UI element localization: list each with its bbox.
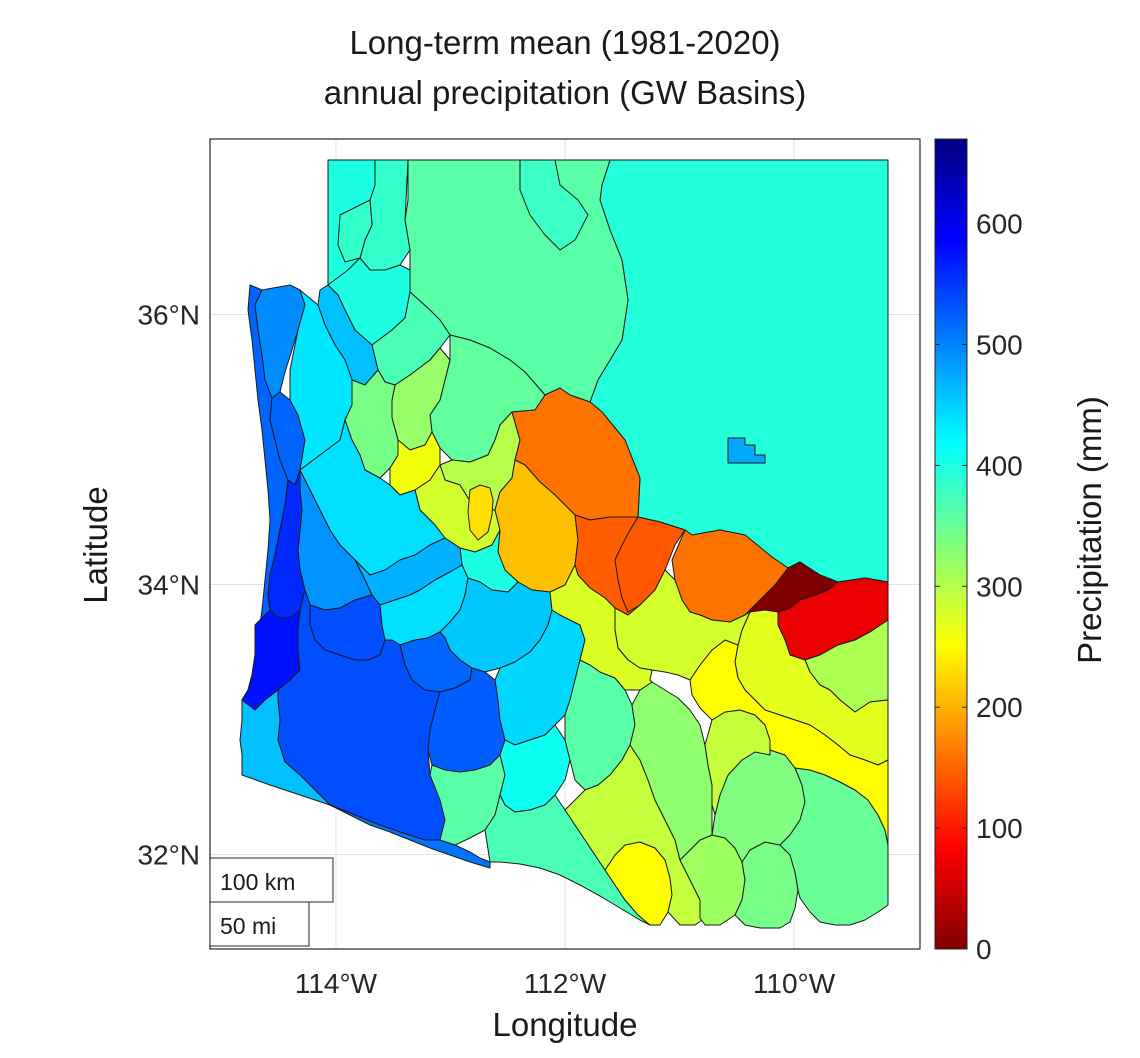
basin-safford	[629, 681, 713, 861]
x-tick-label: 110°W	[753, 968, 836, 999]
colorbar: 0 100 200 300 400 500 600	[934, 138, 1023, 965]
basin-paria	[519, 159, 589, 251]
basin-san-simon-wash	[239, 689, 331, 806]
basin-verde-2	[549, 564, 653, 691]
basin-hopi-island	[727, 437, 766, 464]
x-axis-label: Longitude	[492, 1006, 638, 1043]
y-tick-label: 32°N	[137, 840, 200, 871]
y-tick-labels: 36°N 34°N 32°N	[137, 300, 200, 871]
colorbar-tick-label: 600	[976, 209, 1023, 240]
colorbar-bar	[934, 138, 968, 950]
map-axes-frame	[209, 138, 921, 950]
colorbar-tick-label: 200	[976, 692, 1023, 723]
colorbar-tick-label: 400	[976, 450, 1023, 481]
colorbar-tick-label: 500	[976, 330, 1023, 361]
x-tick-labels: 114°W 112°W 110°W	[295, 968, 836, 999]
basin-shivwits	[337, 199, 373, 263]
scale-bar: 100 km 50 mi	[209, 857, 334, 947]
colorbar-ticks: 0 100 200 300 400 500 600	[935, 209, 1023, 965]
basin-salt-river-upper	[467, 484, 494, 541]
scale-bar-km-box	[209, 857, 334, 903]
basin-dripping-springs	[689, 639, 889, 846]
colorbar-label: Precipitation (mm)	[1071, 396, 1108, 664]
scale-bar-mi-label: 50 mi	[220, 913, 276, 939]
y-tick-label: 34°N	[137, 570, 200, 601]
title-line-1: Long-term mean (1981-2020)	[349, 24, 781, 61]
y-tick-label: 36°N	[137, 300, 200, 331]
basin-black-river	[614, 516, 686, 613]
colorbar-tick-label: 100	[976, 813, 1023, 844]
scale-bar-mi-box	[209, 901, 310, 947]
basin-polygons	[239, 159, 889, 929]
colorbar-tick-label: 300	[976, 571, 1023, 602]
title-line-2: annual precipitation (GW Basins)	[323, 74, 807, 111]
x-tick-label: 112°W	[524, 968, 607, 999]
x-tick-label: 114°W	[295, 968, 378, 999]
y-axis-label: Latitude	[77, 486, 114, 604]
colorbar-tick-label: 0	[976, 934, 992, 965]
scale-bar-km-label: 100 km	[220, 869, 295, 895]
